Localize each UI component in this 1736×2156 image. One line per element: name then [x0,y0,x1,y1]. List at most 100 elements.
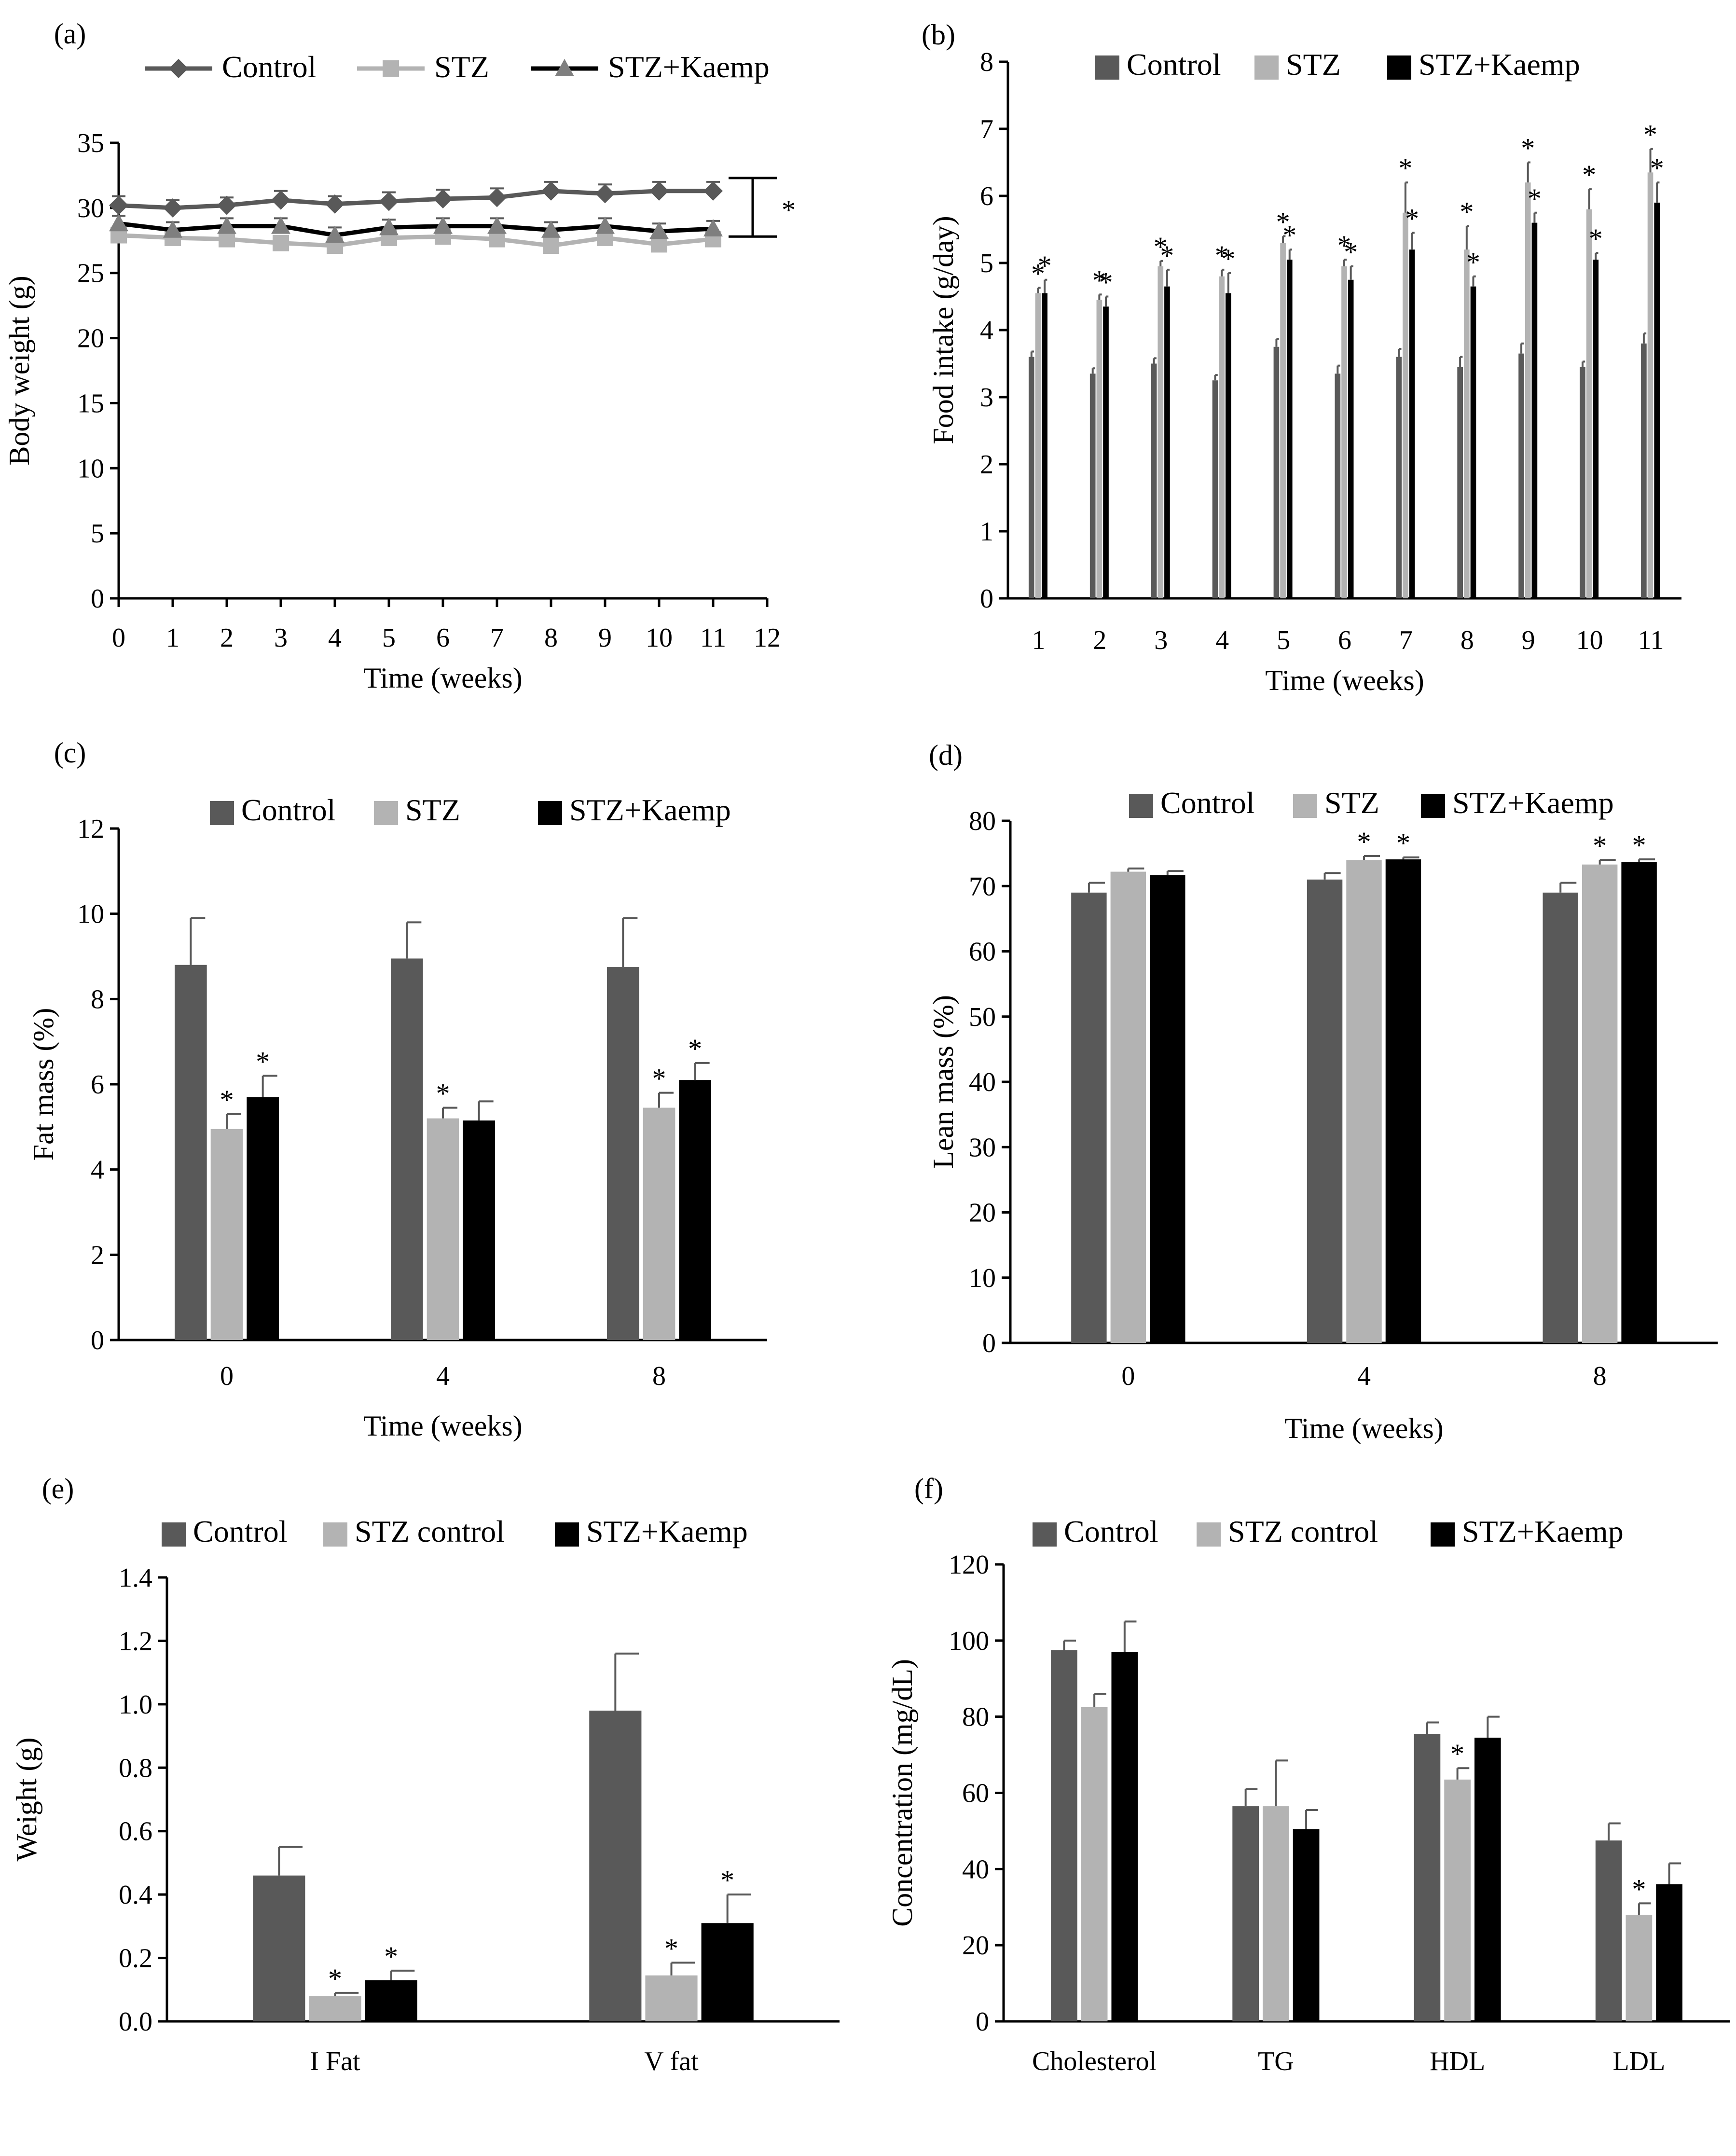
y-tick-label: 3 [980,383,993,413]
significance-star: * [1344,236,1358,268]
y-tick-label: 70 [969,871,996,901]
significance-star: * [1466,247,1480,278]
bar [1081,1707,1108,2021]
bar [1414,1734,1441,2021]
bracket-star: * [782,194,796,226]
bar [1586,209,1592,598]
bar [463,1120,495,1340]
x-tick-label: 11 [700,623,726,653]
significance-star: * [1099,267,1113,298]
data-point [271,216,290,234]
y-tick-label: 1 [980,517,993,547]
bar [1474,1738,1501,2021]
data-point [217,195,236,215]
significance-star: * [1582,159,1596,191]
data-point [703,181,723,201]
x-tick-label: 1 [166,623,179,653]
bar [1096,300,1102,598]
legend-label-0: Control [241,793,336,827]
y-tick-label: 7 [980,114,993,144]
bar [1273,346,1280,598]
x-tick-label: TG [1258,2046,1294,2076]
bar [1335,373,1341,598]
panel-label: (c) [54,737,86,769]
y-tick-label: 60 [969,937,996,967]
y-tick-label: 12 [77,814,104,844]
legend-swatch-0 [210,801,234,825]
legend-marker-0 [169,59,188,78]
significance-star: * [1092,264,1106,296]
y-tick-label: 1.0 [119,1690,152,1720]
legend-swatch-2 [1387,55,1411,80]
significance-star: * [652,1063,666,1094]
bar [1307,879,1343,1343]
legend-swatch-1 [374,801,398,825]
y-tick-label: 0.4 [119,1880,152,1910]
bar [1593,260,1599,598]
significance-star: * [720,1865,734,1896]
bar [1582,864,1618,1343]
data-point [541,181,561,201]
significance-star: * [1154,231,1168,263]
chart-e: (e) 0.0 0.2 0.4 0.6 0.8 1.0 1.2 1.4 Weight (g) Con… [11,1473,840,2076]
significance-star: * [1282,220,1296,251]
legend-label-1: STZ [1324,786,1379,820]
x-tick-label: 7 [1399,625,1413,655]
bar [1647,172,1653,599]
x-tick-label: 1 [1032,625,1045,655]
significance-star: * [1521,133,1535,164]
legend-label-0: Control [1160,786,1255,820]
x-tick-label: 12 [754,623,781,653]
legend-label-2: STZ+Kaemp [1419,47,1580,82]
legend-label-0: Control [1064,1514,1158,1548]
bar [589,1711,642,2021]
bar [1089,373,1096,598]
bar [1341,266,1347,598]
data-point [163,220,182,238]
significance-star: * [664,1933,678,1964]
legend-swatch-0 [1033,1522,1057,1547]
bar [1531,222,1538,599]
bar [1595,1840,1622,2021]
data-point [379,218,399,235]
legend-swatch-0 [162,1522,186,1547]
bar [701,1923,754,2021]
y-tick-label: 0 [980,584,993,614]
x-tick-label: 6 [1338,625,1351,655]
x-tick-label: 8 [652,1361,666,1391]
x-tick-label: 10 [646,623,673,653]
bar [1346,860,1382,1343]
legend-label-1: STZ [405,793,460,827]
significance-star: * [1215,240,1229,271]
legend-label-1: STZ control [1228,1514,1378,1548]
y-tick-label: 30 [969,1133,996,1162]
bar [1286,260,1293,598]
y-tick-label: 0 [91,584,104,614]
x-tick-label: 0 [1121,1361,1135,1391]
significance-star: * [688,1033,702,1064]
y-axis-title: Weight (g) [11,1738,42,1862]
panel-label: (e) [42,1473,74,1505]
series-line-2 [118,221,714,238]
legend-swatch-2 [538,801,562,825]
bar [1525,182,1531,598]
significance-star: * [1357,826,1371,857]
y-tick-label: 80 [969,806,996,836]
bar [309,1996,361,2021]
bar [1219,276,1225,598]
bar [1150,875,1185,1343]
bar [1641,343,1647,598]
bar [607,967,639,1340]
x-tick-label: 2 [220,623,234,653]
y-tick-label: 10 [77,899,104,929]
x-tick-label: 5 [1277,625,1290,655]
x-tick-label: 10 [1576,625,1603,655]
y-tick-label: 60 [962,1779,989,1809]
significance-star: * [1589,223,1603,254]
data-point [273,235,289,251]
significance-star: * [1643,119,1657,151]
y-tick-label: 50 [969,1002,996,1032]
x-tick-label: 3 [274,623,288,653]
x-tick-label: 11 [1638,625,1664,655]
